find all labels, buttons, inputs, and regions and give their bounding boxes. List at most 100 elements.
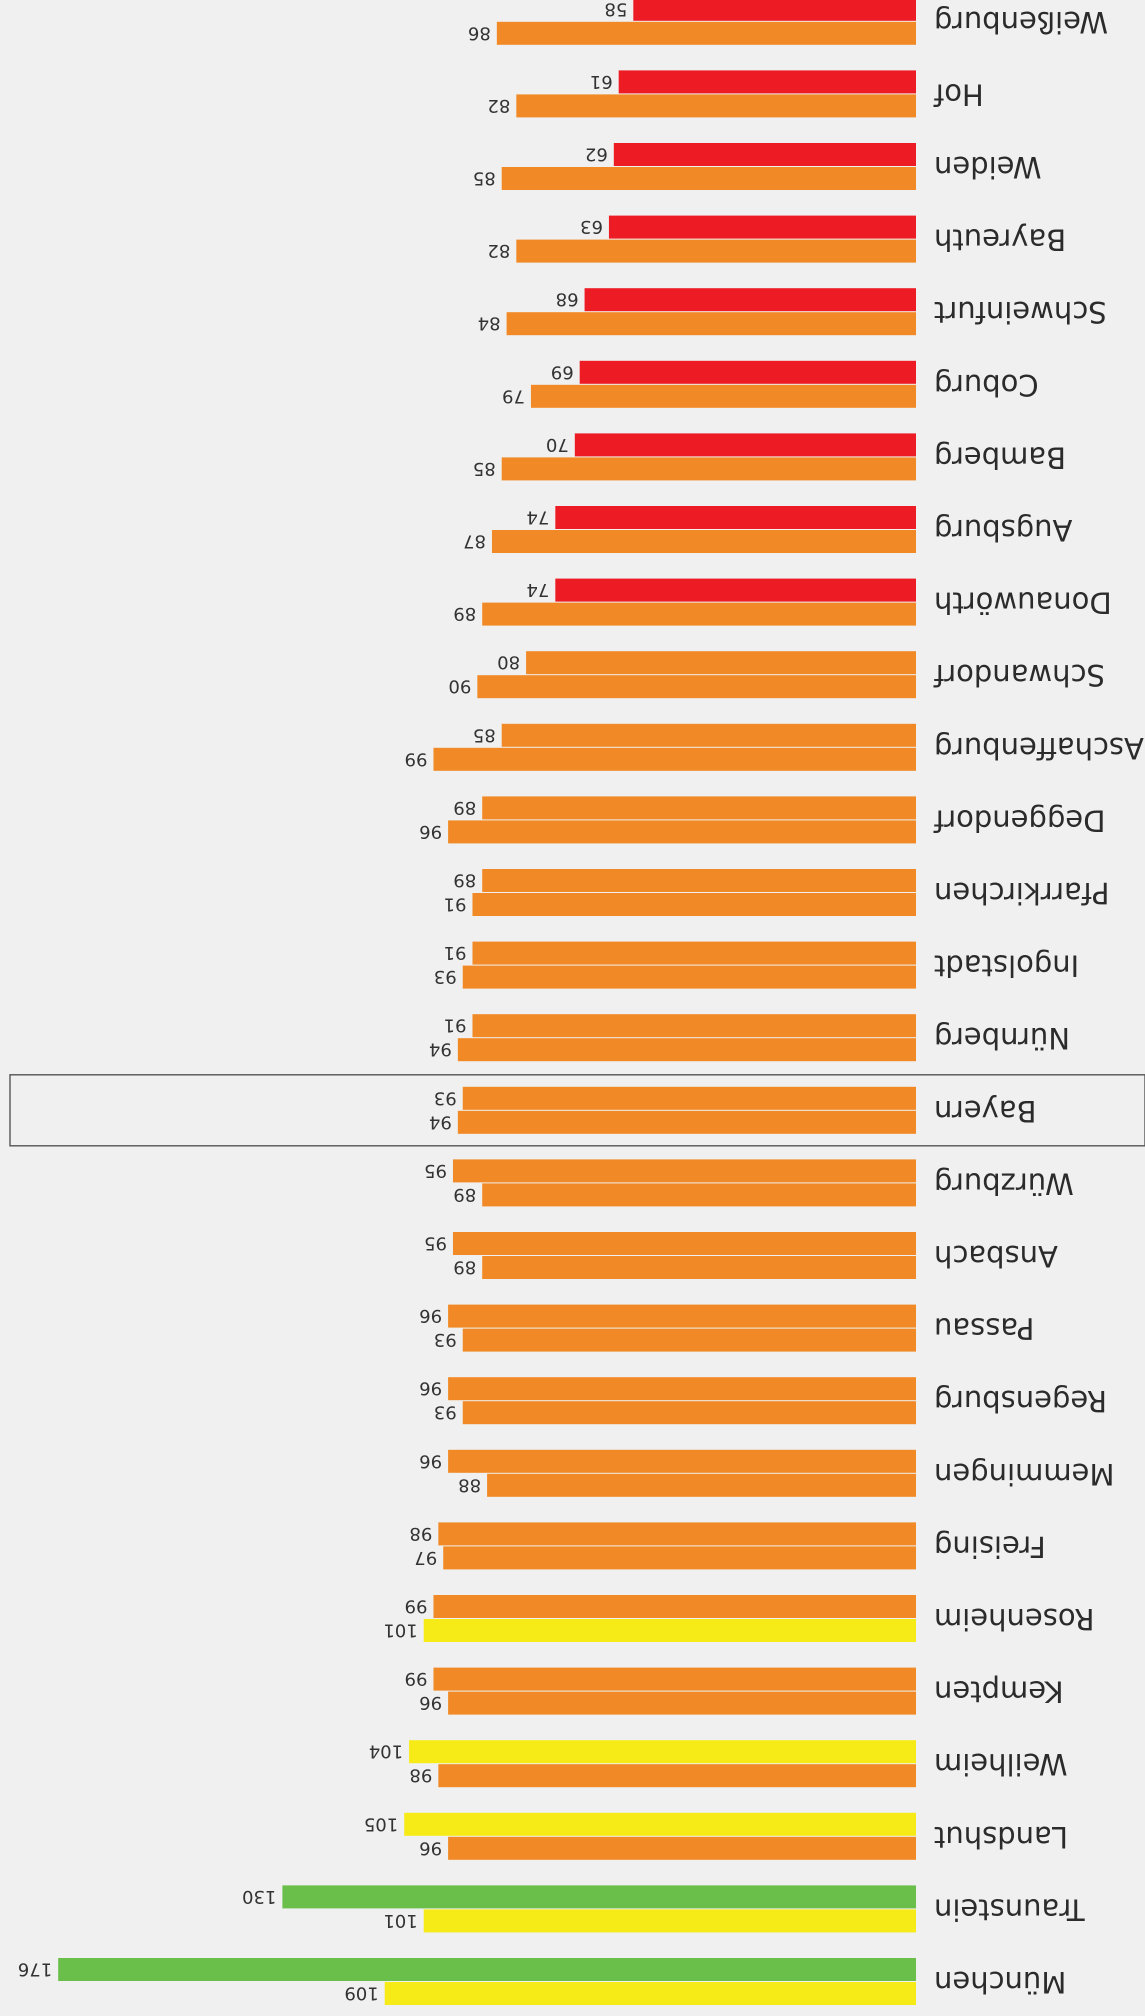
bar-series-b	[491, 530, 916, 553]
bar-series-b	[477, 675, 916, 699]
value-label: 85	[473, 724, 496, 745]
bar-series-b	[433, 747, 916, 771]
bar-series-a	[452, 1232, 916, 1255]
category-label: Passau	[934, 1312, 1034, 1346]
value-label: 99	[405, 1596, 428, 1617]
category-label: Pfarrkirchen	[934, 876, 1110, 910]
value-label: 89	[453, 603, 476, 624]
bar-series-a	[526, 651, 916, 675]
category-label: Schwandorf	[933, 658, 1105, 692]
value-label: 91	[444, 894, 467, 915]
value-label: 94	[429, 1039, 452, 1060]
value-label: 79	[502, 385, 525, 406]
value-label: 69	[551, 361, 574, 382]
bar-series-a	[618, 70, 916, 94]
value-label: 109	[344, 1983, 378, 2004]
bar-series-a	[482, 869, 916, 892]
bar-series-b	[472, 893, 916, 916]
category-label: Weilheim	[934, 1747, 1067, 1781]
value-label: 95	[424, 1233, 447, 1254]
highlight-layer	[9, 1074, 1145, 1147]
bar-series-b	[423, 1619, 916, 1642]
value-label: 104	[369, 1741, 403, 1762]
bar-series-b	[457, 1110, 916, 1134]
bar-series-a	[472, 941, 916, 965]
value-label: 98	[409, 1523, 432, 1544]
bar-series-a	[438, 1522, 916, 1546]
category-label: Freising	[934, 1529, 1046, 1563]
category-label: Donauwörth	[934, 586, 1112, 620]
category-label: Rosenheim	[934, 1602, 1094, 1636]
value-label: 97	[414, 1547, 437, 1568]
value-label: 101	[383, 1910, 417, 1931]
bar-series-a	[448, 1449, 916, 1473]
bar-series-b	[501, 457, 916, 481]
category-label: Augsburg	[934, 513, 1072, 547]
value-label: 93	[434, 1087, 457, 1108]
value-label: 80	[497, 652, 520, 673]
value-label: 88	[458, 1474, 481, 1495]
value-label: 68	[556, 289, 579, 310]
value-label: 96	[419, 1378, 442, 1399]
value-label: 61	[590, 71, 613, 92]
category-label: Kempten	[934, 1675, 1064, 1709]
bar-series-b	[423, 1909, 916, 1933]
value-label: 96	[419, 821, 442, 842]
bar-series-a	[555, 578, 916, 602]
bar-series-b	[516, 94, 916, 118]
category-label: Regensburg	[934, 1384, 1107, 1418]
category-label: Traunstein	[934, 1892, 1086, 1926]
value-label: 87	[463, 531, 486, 552]
bar-series-a	[409, 1740, 916, 1764]
value-label: 94	[429, 1111, 452, 1132]
bar-series-a	[282, 1885, 916, 1909]
bar-series-a	[584, 288, 916, 312]
category-label: Bamberg	[934, 440, 1066, 474]
bar-series-b	[448, 1691, 916, 1715]
value-label: 96	[419, 1837, 442, 1858]
value-label: 95	[424, 1160, 447, 1181]
bar-series-b	[482, 602, 916, 626]
bar-series-a	[482, 796, 916, 820]
value-label: 99	[405, 748, 428, 769]
bar-series-a	[501, 723, 916, 747]
bar-series-a	[448, 1377, 916, 1401]
value-label: 70	[546, 434, 569, 455]
value-label: 74	[526, 579, 549, 600]
bar-series-a	[58, 1958, 916, 1981]
bar-series-b	[482, 1256, 916, 1279]
category-label: Weißenburg	[934, 5, 1108, 39]
value-label: 101	[383, 1620, 417, 1641]
bars-layer	[58, 0, 916, 2005]
category-label: Landshut	[934, 1820, 1068, 1854]
bar-series-b	[482, 1183, 916, 1207]
bar-series-a	[404, 1812, 916, 1836]
bar-series-a	[433, 1667, 916, 1691]
category-label: Schweinfurt	[934, 295, 1107, 329]
value-label: 93	[434, 1329, 457, 1350]
bar-series-b	[438, 1764, 916, 1788]
value-label: 74	[526, 507, 549, 528]
value-label: 98	[409, 1765, 432, 1786]
value-label: 89	[453, 797, 476, 818]
bar-series-a	[555, 506, 916, 529]
bar-series-a	[448, 1304, 916, 1328]
bar-series-b	[516, 239, 916, 263]
bar-series-a	[452, 1159, 916, 1183]
bar-series-b	[462, 1401, 916, 1425]
value-label: 58	[604, 0, 627, 19]
value-label: 176	[18, 1959, 52, 1980]
value-label: 96	[419, 1692, 442, 1713]
bar-series-b	[448, 1836, 916, 1860]
bar-series-a	[633, 0, 916, 21]
value-label: 93	[434, 1402, 457, 1423]
highlight-box	[9, 1074, 1145, 1147]
bar-series-b	[448, 820, 916, 844]
value-label: 90	[448, 676, 471, 697]
category-label: Nürnberg	[934, 1021, 1070, 1055]
bar-series-b	[501, 167, 916, 190]
bar-series-a	[613, 143, 916, 166]
bar-series-a	[574, 433, 916, 457]
